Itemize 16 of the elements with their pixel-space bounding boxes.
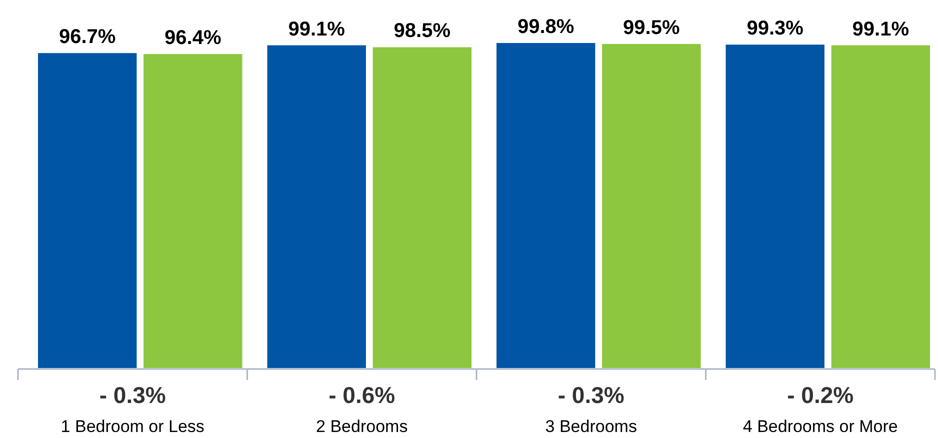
x-tick-label: 1 Bedroom or Less <box>60 417 204 436</box>
data-label: 96.4% <box>164 27 222 50</box>
data-label: 99.8% <box>517 16 574 38</box>
text: - 0.2% <box>787 382 854 408</box>
data-label: 99.1% <box>852 18 910 40</box>
x-tick-label: 2 Bedrooms <box>316 417 408 436</box>
data-label: 98.5% <box>394 20 451 42</box>
text: - 0.3% <box>558 382 624 408</box>
data-label: 99.1% <box>288 18 346 40</box>
data-label: 99.3% <box>746 18 804 40</box>
text: - 0.6% <box>328 382 396 408</box>
text: - 0.3% <box>99 382 166 408</box>
x-tick-label: 4 Bedrooms or More <box>742 417 898 436</box>
x-tick-label: 3 Bedrooms <box>545 417 637 436</box>
data-label: 99.5% <box>623 16 680 39</box>
data-label: 96.7% <box>58 26 116 48</box>
